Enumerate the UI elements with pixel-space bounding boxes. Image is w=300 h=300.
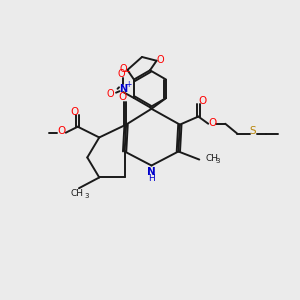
Text: O: O: [57, 127, 65, 136]
Text: N: N: [119, 84, 127, 94]
Text: S: S: [250, 126, 256, 136]
Text: O: O: [198, 96, 207, 106]
Text: −: −: [123, 67, 130, 76]
Text: O: O: [70, 107, 78, 117]
Text: N: N: [147, 167, 156, 177]
Text: 3: 3: [84, 193, 88, 199]
Text: 3: 3: [216, 158, 220, 164]
Text: CH: CH: [206, 154, 219, 164]
Text: O: O: [208, 118, 217, 128]
Text: O: O: [119, 64, 127, 74]
Text: O: O: [117, 69, 124, 79]
Text: O: O: [157, 55, 165, 65]
Text: CH: CH: [70, 189, 83, 198]
Text: H: H: [148, 174, 155, 183]
Text: O: O: [106, 89, 114, 100]
Text: O: O: [118, 92, 127, 102]
Text: +: +: [125, 80, 131, 89]
